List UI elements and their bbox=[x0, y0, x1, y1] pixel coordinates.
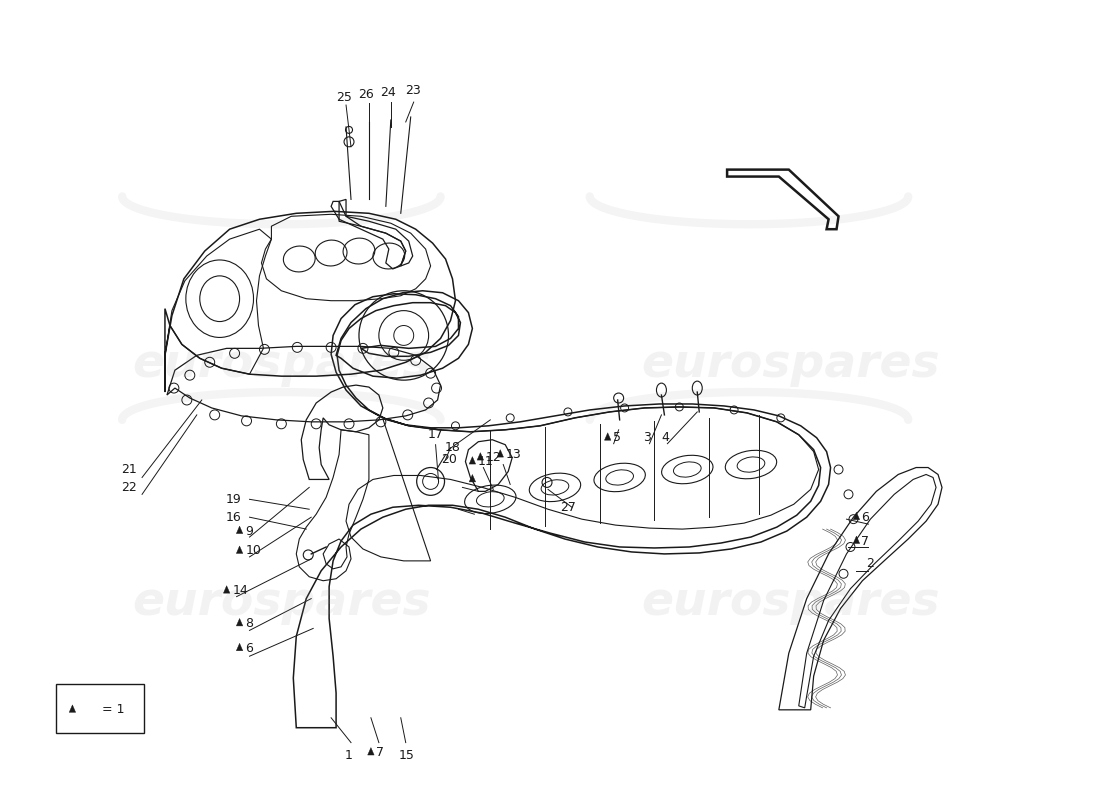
Text: 5: 5 bbox=[613, 431, 620, 444]
Text: 16: 16 bbox=[226, 510, 242, 524]
Text: 17: 17 bbox=[428, 428, 443, 442]
Polygon shape bbox=[854, 536, 860, 543]
Text: eurospares: eurospares bbox=[641, 342, 940, 386]
Text: 27: 27 bbox=[560, 501, 575, 514]
Polygon shape bbox=[470, 457, 475, 464]
Text: 22: 22 bbox=[121, 481, 138, 494]
Text: 18: 18 bbox=[444, 441, 461, 454]
Text: 6: 6 bbox=[245, 642, 253, 654]
Text: 9: 9 bbox=[245, 525, 253, 538]
Text: 12: 12 bbox=[485, 451, 502, 464]
Text: 10: 10 bbox=[245, 545, 262, 558]
Polygon shape bbox=[236, 643, 243, 650]
Text: 7: 7 bbox=[376, 746, 384, 759]
Text: 15: 15 bbox=[399, 749, 415, 762]
Text: 21: 21 bbox=[121, 463, 138, 476]
Text: 19: 19 bbox=[226, 493, 242, 506]
Polygon shape bbox=[236, 546, 243, 554]
Text: 7: 7 bbox=[861, 534, 869, 547]
Text: 20: 20 bbox=[441, 453, 458, 466]
Polygon shape bbox=[477, 453, 484, 460]
Text: 24: 24 bbox=[379, 86, 396, 98]
Polygon shape bbox=[367, 747, 374, 755]
Text: = 1: = 1 bbox=[102, 703, 124, 716]
Polygon shape bbox=[236, 526, 243, 534]
Text: 25: 25 bbox=[337, 90, 352, 104]
Text: 13: 13 bbox=[505, 448, 521, 461]
Text: 1: 1 bbox=[345, 749, 353, 762]
Polygon shape bbox=[497, 450, 504, 457]
Text: 6: 6 bbox=[861, 510, 869, 524]
Polygon shape bbox=[605, 433, 610, 440]
Text: eurospares: eurospares bbox=[132, 580, 431, 625]
Text: 26: 26 bbox=[359, 88, 374, 101]
Text: 14: 14 bbox=[232, 584, 249, 597]
Text: 3: 3 bbox=[644, 431, 651, 444]
Polygon shape bbox=[223, 586, 230, 593]
Text: 2: 2 bbox=[867, 558, 875, 570]
Polygon shape bbox=[854, 512, 860, 520]
Text: eurospares: eurospares bbox=[132, 342, 431, 386]
Polygon shape bbox=[470, 474, 475, 482]
Text: 23: 23 bbox=[405, 84, 420, 97]
Polygon shape bbox=[236, 618, 243, 626]
Text: eurospares: eurospares bbox=[641, 580, 940, 625]
Text: 11: 11 bbox=[477, 455, 493, 468]
Polygon shape bbox=[69, 705, 76, 712]
Text: 4: 4 bbox=[661, 431, 670, 444]
Text: 8: 8 bbox=[245, 617, 253, 630]
